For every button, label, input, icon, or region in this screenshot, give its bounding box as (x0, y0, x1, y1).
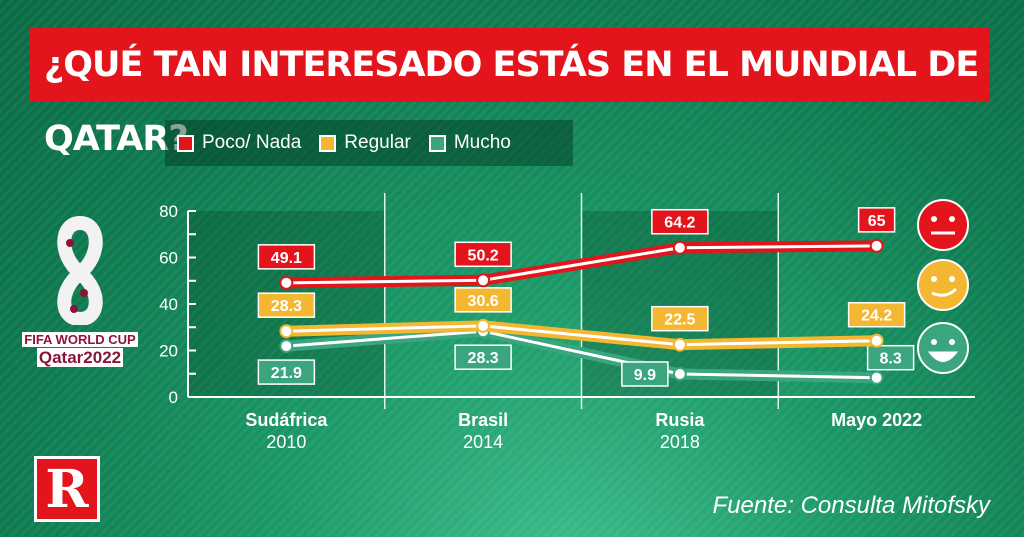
data-label: 50.2 (468, 247, 499, 264)
legend-item: Poco/ Nada (177, 132, 301, 154)
data-label-box (651, 305, 709, 332)
x-tick-year: 2010 (266, 432, 306, 452)
eye (931, 216, 937, 222)
y-tick-label: 80 (159, 202, 178, 221)
eye (931, 276, 937, 282)
data-label-box (866, 344, 915, 371)
data-label: 49.1 (271, 250, 302, 267)
data-label: 28.3 (468, 350, 499, 367)
data-label-box (847, 301, 906, 328)
data-label: 8.3 (880, 351, 902, 368)
data-label-box (454, 287, 512, 313)
data-label: 22.5 (664, 312, 695, 329)
data-point (279, 324, 294, 339)
data-point (476, 318, 491, 333)
data-label: 30.6 (468, 293, 499, 310)
data-label: 64.2 (664, 215, 695, 232)
logo-line2: Qatar2022 (36, 348, 124, 367)
data-point (279, 275, 294, 290)
data-label: 24.2 (861, 308, 892, 325)
x-tick-year: 2014 (463, 432, 503, 452)
legend-item: Mucho (428, 132, 511, 154)
x-tick-label: Brasil (458, 410, 508, 430)
legend-swatch (428, 134, 446, 152)
series-line-highlight (286, 324, 877, 347)
data-label: 65 (868, 213, 886, 230)
data-point (672, 240, 687, 255)
page-title: ¿QUÉ TAN INTERESADO ESTÁS EN EL MUNDIAL … (30, 28, 990, 159)
x-tick-label: Mayo 2022 (831, 410, 922, 430)
legend-item: Regular (319, 132, 411, 154)
data-point (476, 273, 491, 288)
data-label-box (257, 244, 316, 270)
data-label-box (257, 359, 316, 385)
legend-label: Mucho (453, 132, 511, 153)
data-label-box (857, 207, 896, 233)
x-tick-label: Sudáfrica (245, 410, 328, 430)
legend-label: Regular (344, 132, 411, 153)
data-label: 28.3 (271, 298, 302, 315)
data-point (869, 370, 884, 385)
data-point (672, 366, 687, 381)
eye (949, 276, 955, 282)
data-point (672, 337, 687, 352)
mouth (931, 287, 958, 297)
y-tick-label: 60 (159, 249, 178, 268)
x-tick-label: Rusia (655, 410, 705, 430)
data-label: 9.9 (634, 367, 656, 384)
smirk-face-icon (917, 259, 969, 311)
legend-swatch (319, 134, 337, 152)
data-point (279, 339, 294, 354)
series-line-highlight (286, 244, 877, 285)
legend-swatch (177, 134, 194, 152)
mouth (927, 351, 959, 362)
series-line-highlight (286, 329, 877, 380)
fifa-world-cup-logo: FIFA WORLD CUP Qatar2022 (20, 215, 140, 368)
source-note: Fuente: Consulta Mitofsky (712, 492, 990, 519)
brand-logo: R (34, 456, 100, 522)
trophy-emblem-icon (57, 215, 103, 327)
happy-face-icon (917, 322, 969, 374)
logo-line1: FIFA WORLD CUP (22, 332, 138, 347)
data-label-box (454, 344, 512, 370)
y-tick-label: 20 (159, 342, 178, 361)
eye (949, 216, 955, 222)
data-label-box (621, 361, 669, 387)
y-tick-label: 0 (169, 388, 178, 407)
data-point (869, 333, 884, 348)
data-label: 21.9 (271, 365, 302, 382)
neutral-face-icon (917, 199, 969, 251)
data-label-box (454, 241, 512, 268)
data-label-box (257, 292, 316, 318)
data-point (869, 238, 884, 253)
eye (949, 339, 955, 345)
legend-label: Poco/ Nada (202, 132, 302, 153)
x-tick-year: 2018 (660, 432, 700, 452)
eye (931, 339, 937, 345)
y-tick-label: 40 (159, 295, 178, 314)
data-label-box (651, 208, 709, 235)
legend: Poco/ Nada Regular Mucho (165, 120, 573, 166)
